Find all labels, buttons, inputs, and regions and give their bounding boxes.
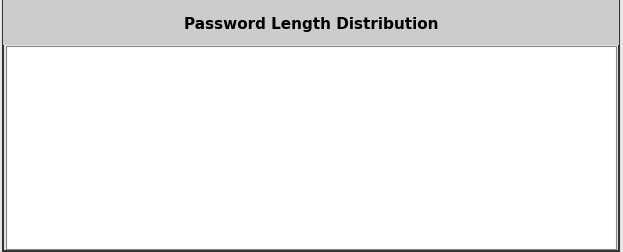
Wedge shape	[131, 145, 206, 223]
Bar	[342, 94, 363, 113]
FancyBboxPatch shape	[3, 2, 619, 251]
Bar	[342, 198, 363, 217]
Text: Only upper case: Only upper case	[368, 63, 464, 76]
Bar	[342, 60, 363, 79]
Text: Only numeric: Only numeric	[368, 132, 447, 145]
Wedge shape	[156, 67, 174, 145]
Bar	[342, 163, 363, 182]
Wedge shape	[97, 70, 174, 210]
Text: 3.81%: 3.81%	[148, 77, 186, 87]
Text: Password Length Distribution: Password Length Distribution	[184, 16, 439, 32]
Text: 1.62%: 1.62%	[157, 97, 196, 107]
FancyBboxPatch shape	[3, 1, 619, 45]
Wedge shape	[174, 68, 252, 216]
FancyBboxPatch shape	[6, 47, 616, 249]
Wedge shape	[174, 67, 183, 145]
Text: Contains special characters: Contains special characters	[368, 201, 531, 214]
Text: Only lower case: Only lower case	[368, 97, 462, 110]
Text: 41.69%: 41.69%	[201, 132, 248, 142]
Bar	[342, 129, 363, 148]
Text: 15.94%: 15.94%	[146, 196, 193, 206]
Text: 36.94%: 36.94%	[101, 131, 148, 141]
Text: Mixed letters and numeric: Mixed letters and numeric	[368, 166, 523, 179]
